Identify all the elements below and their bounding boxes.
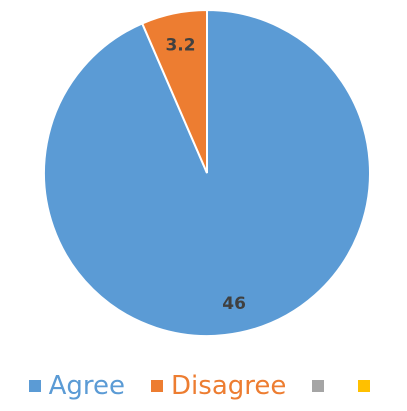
data-label-agree: 46 (222, 294, 246, 314)
chart-legend: Agree Disagree (0, 366, 407, 406)
legend-label: Disagree (171, 371, 287, 401)
pie-slice-disagree (140, 8, 208, 174)
legend-item-disagree: Disagree (151, 371, 286, 401)
data-label-disagree: 3.2 (165, 35, 195, 55)
legend-swatch (28, 380, 41, 392)
legend-swatch (312, 380, 325, 392)
legend-item-series-3 (312, 380, 332, 392)
pie-data-labels: 463.2 (165, 35, 245, 314)
legend-item-series-4 (358, 380, 378, 392)
pie-slices (43, 8, 371, 337)
legend-label: Agree (48, 371, 126, 401)
legend-item-agree: Agree (28, 371, 126, 401)
legend-swatch (358, 380, 371, 392)
legend-swatch (151, 380, 164, 392)
pie-chart: 463.2 (43, 8, 371, 337)
